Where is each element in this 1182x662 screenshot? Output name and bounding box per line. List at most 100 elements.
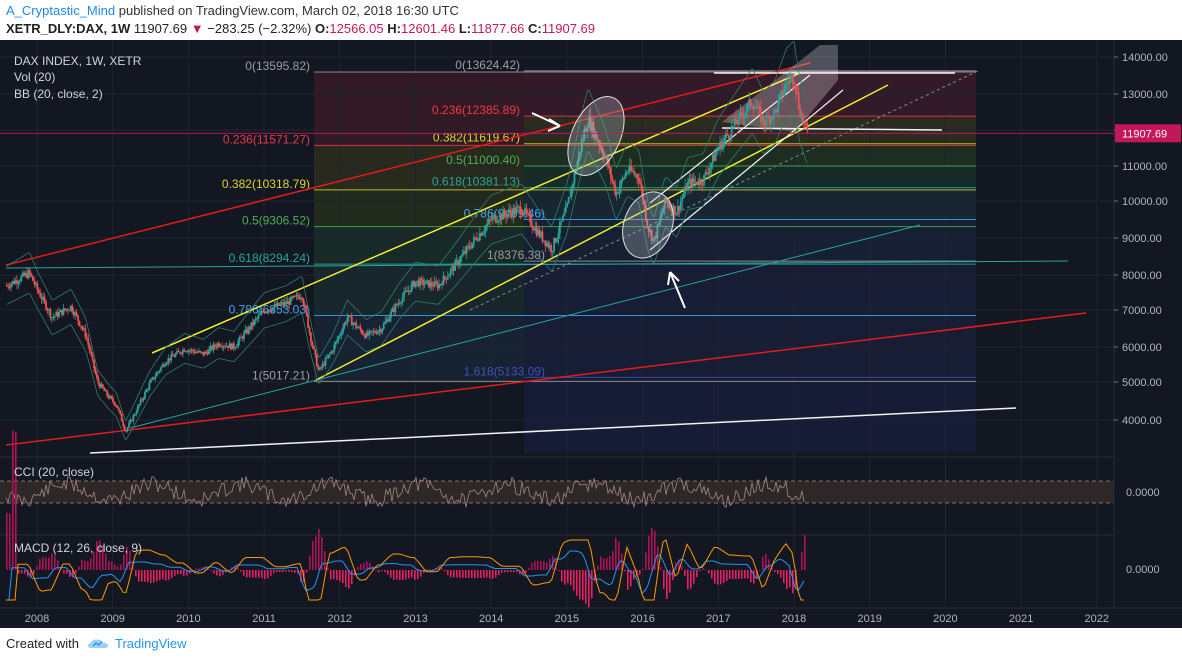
candle-body bbox=[21, 272, 24, 277]
candle-body bbox=[649, 230, 652, 232]
candle-body bbox=[420, 278, 423, 280]
macd-histogram-bar bbox=[222, 570, 224, 575]
macd-histogram-bar bbox=[360, 564, 362, 570]
candle-body bbox=[256, 318, 259, 320]
macd-histogram-bar bbox=[9, 513, 11, 570]
macd-histogram-bar bbox=[378, 570, 380, 573]
bollinger-upper-band bbox=[6, 41, 808, 422]
candle-body bbox=[308, 327, 311, 333]
candle-body bbox=[778, 94, 781, 100]
candle-body bbox=[444, 276, 446, 279]
candle-body bbox=[179, 351, 181, 354]
bollinger-lower-band bbox=[6, 110, 808, 441]
macd-histogram-bar bbox=[714, 570, 716, 584]
candle-body bbox=[394, 304, 397, 313]
candle-body bbox=[777, 99, 780, 112]
macd-histogram-bar bbox=[75, 570, 77, 574]
candle-body bbox=[465, 246, 468, 254]
candle-body bbox=[513, 208, 516, 214]
macd-histogram-bar bbox=[666, 570, 668, 600]
candle-body bbox=[378, 329, 381, 332]
candle-body bbox=[739, 112, 742, 114]
candle-body bbox=[304, 305, 307, 307]
candle-body bbox=[90, 351, 93, 355]
teal-horizontal-line bbox=[5, 260, 1069, 269]
macd-histogram-bar bbox=[96, 541, 98, 570]
macd-histogram-bar bbox=[348, 570, 350, 589]
macd-histogram-bar bbox=[327, 567, 329, 570]
candle-body bbox=[633, 171, 636, 175]
candle-body bbox=[161, 364, 164, 368]
candle-body bbox=[180, 353, 183, 355]
macd-histogram-bar bbox=[282, 570, 284, 572]
macd-histogram-bar bbox=[99, 540, 101, 570]
candle-body bbox=[478, 233, 481, 240]
candle-body bbox=[294, 295, 296, 297]
macd-histogram-bar bbox=[696, 570, 698, 578]
candle-body bbox=[477, 239, 480, 241]
candle-body bbox=[7, 285, 10, 287]
candle-body bbox=[650, 230, 653, 241]
candle-body bbox=[505, 214, 507, 218]
macd-histogram-bar bbox=[732, 570, 734, 580]
candle-body bbox=[743, 114, 746, 119]
candle-body bbox=[675, 214, 678, 216]
macd-histogram-bar bbox=[597, 565, 599, 570]
tradingview-link[interactable]: TradingView bbox=[114, 636, 187, 651]
candle-body bbox=[317, 366, 320, 370]
macd-histogram-bar bbox=[270, 570, 272, 576]
candle-body bbox=[336, 339, 339, 342]
candle-body bbox=[190, 349, 193, 351]
macd-histogram-bar bbox=[531, 562, 533, 570]
macd-histogram-bar bbox=[606, 558, 608, 570]
candle-body bbox=[374, 331, 376, 333]
macd-histogram-bar bbox=[789, 570, 791, 588]
candle-body bbox=[746, 103, 749, 112]
candle-body bbox=[791, 75, 794, 84]
candle-body bbox=[155, 372, 158, 377]
candle-body bbox=[678, 206, 681, 211]
candle-body bbox=[96, 373, 98, 379]
y-tick-label: 8000.00 bbox=[1122, 270, 1162, 282]
macd-histogram-bar bbox=[36, 566, 38, 570]
macd-histogram-bar bbox=[573, 570, 575, 591]
candle-body bbox=[8, 286, 11, 288]
candle-body bbox=[400, 302, 403, 304]
macd-histogram-bar bbox=[153, 570, 155, 583]
macd-histogram-bar bbox=[135, 570, 137, 577]
candle-body bbox=[535, 227, 538, 236]
macd-histogram-bar bbox=[465, 570, 467, 578]
candle-body bbox=[759, 107, 762, 123]
candle-body bbox=[136, 406, 139, 413]
candle-body bbox=[398, 303, 401, 305]
candle-body bbox=[516, 206, 519, 208]
candle-body bbox=[643, 200, 646, 206]
candle-body bbox=[711, 154, 714, 164]
fib-level-label: 0.5(11000.40) bbox=[446, 153, 520, 167]
chart-canvas[interactable]: 0(13595.82) 0.236(11571.27) 0.382(10318.79… bbox=[0, 40, 1182, 628]
candle-body bbox=[144, 391, 146, 399]
candle-body bbox=[461, 254, 464, 257]
macd-histogram-bar bbox=[711, 570, 713, 579]
macd-histogram-bar bbox=[645, 552, 647, 570]
candle-body bbox=[714, 153, 717, 161]
macd-histogram-bar bbox=[189, 570, 191, 574]
macd-histogram-bar bbox=[330, 570, 332, 580]
candle-body bbox=[315, 354, 318, 367]
macd-histogram-bar bbox=[480, 570, 482, 578]
candle-body bbox=[43, 296, 46, 302]
macd-histogram-bar bbox=[519, 570, 521, 575]
candle-body bbox=[350, 316, 353, 326]
candle-body bbox=[509, 210, 512, 213]
candle-body bbox=[64, 308, 66, 310]
candle-body bbox=[483, 231, 486, 233]
candle-body bbox=[644, 205, 647, 220]
candle-body bbox=[211, 346, 213, 350]
candle-body bbox=[187, 350, 190, 352]
candle-body bbox=[455, 260, 458, 262]
candle-body bbox=[441, 283, 443, 286]
candle-body bbox=[307, 315, 309, 328]
macd-histogram-bar bbox=[129, 550, 131, 570]
candle-body bbox=[254, 318, 257, 321]
author-link[interactable]: A_Cryptastic_Mind bbox=[6, 3, 116, 18]
